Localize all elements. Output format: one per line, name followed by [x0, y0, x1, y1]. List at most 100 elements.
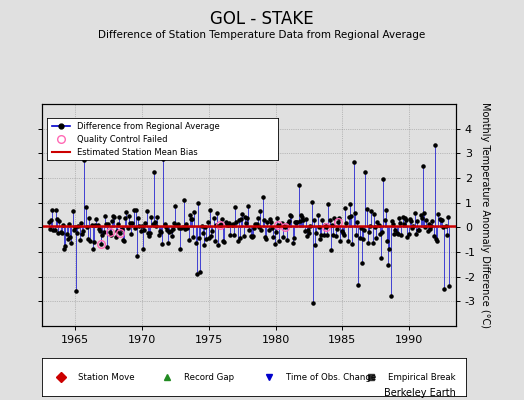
Point [270, 241, 279, 247]
Point [373, 219, 381, 226]
Point [180, 197, 188, 203]
Point [67, 240, 75, 246]
Point [160, 221, 169, 228]
Point [445, 282, 453, 289]
Point [231, 204, 239, 210]
Point [379, 176, 388, 182]
Point [233, 237, 242, 244]
Point [346, 200, 354, 207]
Point [45, 219, 53, 225]
Point [316, 236, 324, 242]
Point [420, 210, 428, 216]
Point [232, 219, 241, 225]
Point [224, 221, 232, 228]
Point [230, 232, 238, 238]
Point [74, 223, 83, 229]
Point [208, 228, 216, 234]
Point [106, 232, 115, 238]
Point [194, 200, 202, 206]
Point [136, 228, 145, 234]
Point [371, 224, 379, 230]
Point [283, 220, 292, 226]
Point [243, 215, 252, 222]
Point [330, 215, 339, 221]
Point [125, 213, 133, 219]
Point [161, 224, 170, 230]
Point [408, 224, 417, 231]
Point [405, 230, 413, 237]
Point [343, 238, 352, 244]
Point [110, 214, 118, 220]
Point [120, 238, 128, 244]
Point [366, 223, 375, 229]
Point [205, 234, 213, 241]
Point [309, 300, 317, 306]
Point [129, 207, 138, 214]
Point [212, 222, 220, 228]
Point [141, 220, 150, 226]
Point [46, 226, 54, 232]
Point [130, 224, 139, 231]
Point [57, 229, 65, 236]
Point [167, 228, 175, 234]
Point [210, 215, 218, 222]
Point [203, 219, 212, 225]
Point [418, 215, 426, 221]
Point [135, 223, 144, 230]
Point [84, 236, 92, 242]
Point [146, 230, 155, 236]
Point [253, 221, 261, 228]
Point [376, 231, 384, 237]
Point [438, 217, 446, 224]
Point [260, 217, 268, 224]
Point [308, 198, 316, 205]
Point [298, 214, 307, 220]
Point [351, 210, 359, 216]
Y-axis label: Monthly Temperature Anomaly Difference (°C): Monthly Temperature Anomaly Difference (… [480, 102, 490, 328]
Point [304, 227, 312, 233]
Point [96, 228, 104, 234]
Point [116, 230, 125, 236]
Point [347, 213, 355, 219]
Point [182, 221, 190, 227]
Point [276, 222, 285, 229]
Point [102, 220, 110, 227]
Point [440, 286, 449, 292]
Point [211, 238, 219, 244]
Point [158, 240, 167, 247]
Point [65, 221, 73, 227]
Point [431, 142, 439, 148]
Point [177, 224, 185, 231]
Point [415, 226, 423, 233]
Point [352, 232, 360, 238]
Point [301, 216, 310, 222]
Point [433, 238, 441, 244]
Point [178, 224, 187, 230]
Point [385, 246, 394, 252]
Point [220, 239, 228, 245]
Point [378, 228, 386, 235]
Point [355, 234, 364, 241]
Point [214, 242, 223, 248]
Point [265, 227, 273, 233]
Point [381, 206, 390, 213]
Point [181, 226, 189, 233]
Point [165, 229, 173, 235]
Point [340, 231, 348, 238]
Point [293, 218, 301, 225]
Point [273, 215, 281, 221]
Text: Time of Obs. Change: Time of Obs. Change [286, 372, 376, 382]
Point [390, 231, 398, 238]
Point [133, 253, 141, 260]
Point [333, 226, 341, 232]
Point [48, 207, 57, 214]
Point [401, 215, 409, 222]
Point [152, 223, 160, 230]
Point [147, 214, 156, 220]
Point [414, 226, 422, 233]
Point [434, 211, 443, 218]
Point [127, 231, 135, 238]
Point [267, 219, 275, 225]
Point [364, 240, 372, 246]
Text: Difference of Station Temperature Data from Regional Average: Difference of Station Temperature Data f… [99, 30, 425, 40]
